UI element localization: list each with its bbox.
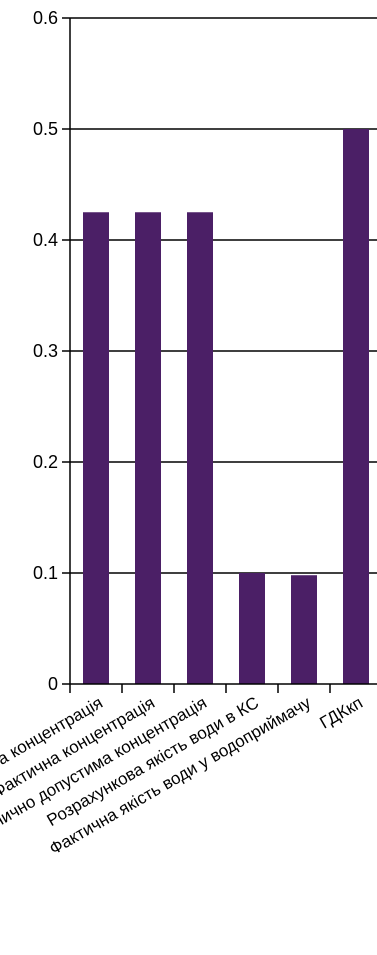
y-tick-label: 0.2: [33, 452, 58, 472]
bars: [83, 129, 369, 684]
bar: [291, 575, 317, 684]
y-tick-label: 0.5: [33, 119, 58, 139]
y-tick-label: 0: [48, 674, 58, 694]
y-tick-labels: 0 0.1 0.2 0.3 0.4 0.5 0.6: [33, 8, 58, 694]
bar: [343, 129, 369, 684]
bar: [83, 212, 109, 684]
bar: [187, 212, 213, 684]
axes: [62, 17, 377, 693]
bar: [239, 573, 265, 684]
gridlines: [70, 17, 377, 574]
y-tick-label: 0.6: [33, 8, 58, 28]
x-tick-label: ГДКкп: [317, 693, 366, 733]
y-tick-label: 0.4: [33, 230, 58, 250]
bar: [135, 212, 161, 684]
y-tick-label: 0.1: [33, 563, 58, 583]
y-tick-label: 0.3: [33, 341, 58, 361]
